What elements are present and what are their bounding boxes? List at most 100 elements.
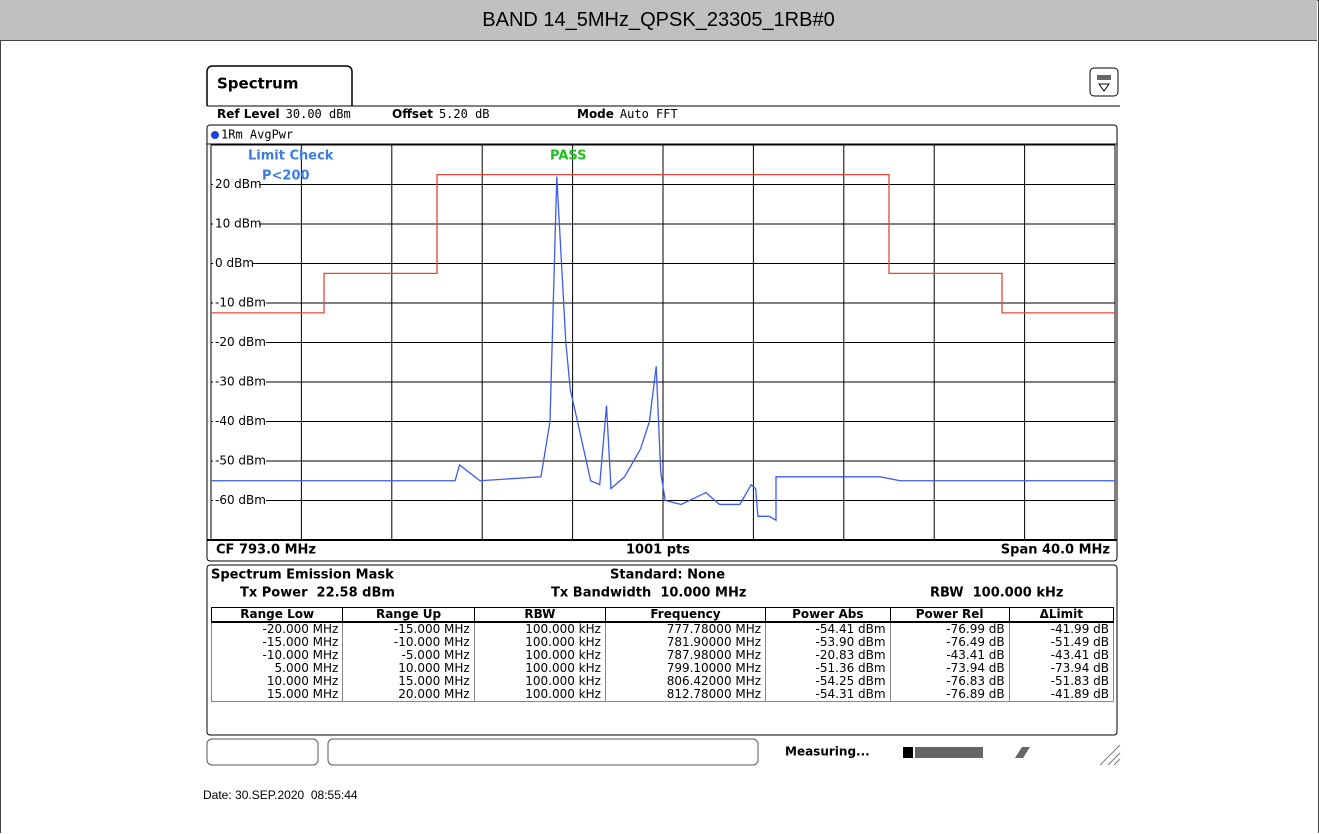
table-cell: -76.99 dB (889, 622, 1010, 636)
title-bar: BAND 14_5MHz_QPSK_23305_1RB#0 (0, 0, 1317, 41)
sem-standard: Standard: None (610, 568, 725, 583)
table-cell: 5.000 MHz (210, 662, 344, 675)
tick-label-bg (213, 375, 266, 389)
rbw: RBW 100.000 kHz (930, 586, 1063, 601)
sem-table: Range Low Range Up RBW Frequency Power Abs Po… (210, 607, 1115, 702)
tick-label-bg (213, 256, 252, 271)
table-cell: 100.000 kHz (473, 662, 606, 675)
spectrum-trace (211, 176, 1115, 522)
column-header: Range Up (342, 607, 475, 623)
y-tick-label: 10 dBm (215, 217, 262, 231)
softkey-box[interactable] (206, 738, 319, 766)
table-cell: -15.000 MHz (210, 636, 344, 649)
table-cell: -15.000 MHz (342, 622, 475, 636)
table-cell: -10.000 MHz (210, 649, 344, 662)
table-cell: 777.78000 MHz (604, 622, 767, 636)
table-cell: 15.000 MHz (210, 688, 344, 702)
table-cell: -20.000 MHz (210, 622, 344, 636)
y-tick-label: -10 dBm (215, 296, 266, 310)
limit-rule: P<200 (262, 169, 310, 184)
table-cell: 799.10000 MHz (604, 662, 767, 675)
tick-label-bg (213, 414, 266, 429)
tab-outline (206, 65, 353, 106)
setting-label: Offset (392, 107, 433, 121)
table-cell: -54.41 dBm (765, 622, 891, 636)
table-cell: 787.98000 MHz (604, 649, 767, 662)
column-header: Frequency (604, 607, 767, 623)
y-tick-label: -50 dBm (215, 454, 266, 468)
resize-grip (1099, 744, 1121, 766)
table-cell: 10.000 MHz (342, 662, 475, 675)
tick-label-bg (213, 217, 259, 231)
table-cell: 100.000 kHz (473, 622, 606, 636)
column-header: ΔLimit (1008, 607, 1115, 623)
y-tick-label: 20 dBm (215, 177, 262, 191)
table-cell: -53.90 dBm (765, 636, 891, 649)
table-cell: 100.000 kHz (473, 649, 606, 662)
setting-value: 5.20 dB (438, 107, 490, 121)
table-row: -10.000 MHz -5.000 MHz 100.000 kHz 787.9800… (210, 649, 1115, 662)
table-cell: -10.000 MHz (342, 636, 475, 649)
tick-label-bg (213, 454, 266, 468)
table-cell: 806.42000 MHz (604, 675, 767, 688)
setting-value: Auto FFT (619, 107, 678, 121)
table-cell: -51.36 dBm (765, 662, 891, 675)
table-cell: -73.94 dB (889, 662, 1010, 675)
message-box (327, 738, 759, 766)
tick-label-bg (213, 335, 266, 350)
column-header: Power Rel (889, 607, 1010, 623)
date: Date: 30.SEP.2020 08:55:44 (203, 788, 358, 802)
setting: Offset 5.20 dB (392, 106, 490, 122)
progress-bar (915, 747, 983, 758)
column-header: Power Abs (765, 607, 891, 623)
table-cell: -51.49 dB (1008, 636, 1115, 649)
progress-block (903, 747, 913, 758)
table-row: -15.000 MHz -10.000 MHz 100.000 kHz 781.900… (210, 636, 1115, 649)
table-cell: 781.90000 MHz (604, 636, 767, 649)
table-cell: -76.83 dB (889, 675, 1010, 688)
trace-indicator (211, 131, 219, 139)
tick-label-bg (213, 296, 266, 310)
tick-label-bg (213, 177, 259, 192)
setting-label: Mode (577, 107, 614, 121)
span: Span 40.0 MHz (1001, 543, 1110, 558)
table-cell: -54.31 dBm (765, 688, 891, 702)
table-row: 15.000 MHz 20.000 MHz 100.000 kHz 812.78000… (210, 688, 1115, 702)
table-cell: -51.83 dB (1008, 675, 1115, 688)
menu-icon (1097, 75, 1111, 80)
limit-line (211, 173, 1115, 314)
table-cell: -43.41 dB (889, 649, 1010, 662)
table-cell: -41.99 dB (1008, 622, 1115, 636)
table-cell: -41.89 dB (1008, 688, 1115, 702)
y-tick-label: -60 dBm (215, 493, 266, 507)
trace-label: 1Rm AvgPwr (221, 128, 293, 142)
menu-arrow (1098, 83, 1110, 92)
center-frequency: CF 793.0 MHz (216, 543, 316, 558)
y-tick-label: 0 dBm (215, 256, 254, 270)
table-cell: -20.83 dBm (765, 649, 891, 662)
header-row: Range Low Range Up RBW Frequency Power Abs Po… (210, 607, 1115, 623)
setting: Ref Level 30.00 dBm (217, 106, 351, 122)
table-cell: 20.000 MHz (342, 688, 475, 702)
setting-label: Ref Level (217, 107, 280, 121)
tx-power: Tx Power 22.58 dBm (240, 586, 395, 601)
table-cell: 100.000 kHz (473, 688, 606, 702)
column-header: Range Low (210, 607, 344, 623)
table-cell: 10.000 MHz (210, 675, 344, 688)
table-cell: -73.94 dB (1008, 662, 1115, 675)
table-cell: 15.000 MHz (342, 675, 475, 688)
table-cell: -5.000 MHz (342, 649, 475, 662)
table-cell: 100.000 kHz (473, 636, 606, 649)
table-row: -20.000 MHz -15.000 MHz 100.000 kHz 777.780… (210, 622, 1115, 636)
column-header: RBW (473, 607, 606, 623)
table-row: 10.000 MHz 15.000 MHz 100.000 kHz 806.42000… (210, 675, 1115, 688)
table-cell: -76.49 dB (889, 636, 1010, 649)
y-tick-label: -30 dBm (215, 375, 266, 389)
tab-label[interactable]: Spectrum (217, 75, 298, 93)
tick-label-bg (213, 493, 266, 508)
table-row: 5.000 MHz 10.000 MHz 100.000 kHz 799.10000 … (210, 662, 1115, 675)
points: 1001 pts (626, 543, 690, 558)
table-cell: -76.89 dB (889, 688, 1010, 702)
